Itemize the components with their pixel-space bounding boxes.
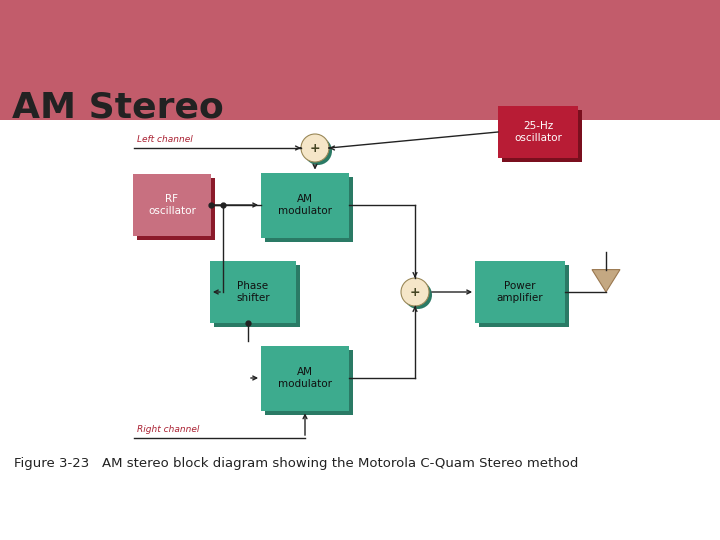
Text: +: + — [310, 141, 320, 154]
FancyBboxPatch shape — [479, 265, 569, 327]
Circle shape — [304, 137, 332, 165]
Polygon shape — [0, 0, 720, 480]
FancyBboxPatch shape — [210, 261, 296, 323]
FancyBboxPatch shape — [475, 261, 565, 323]
Polygon shape — [0, 0, 720, 453]
Text: AM Stereo: AM Stereo — [12, 91, 224, 125]
Polygon shape — [0, 437, 720, 460]
FancyBboxPatch shape — [261, 346, 349, 410]
FancyBboxPatch shape — [265, 349, 353, 415]
FancyBboxPatch shape — [137, 178, 215, 240]
Text: 25-Hz
oscillator: 25-Hz oscillator — [514, 120, 562, 144]
FancyBboxPatch shape — [261, 172, 349, 238]
Text: Phase
shifter: Phase shifter — [236, 281, 270, 303]
Text: RF
oscillator: RF oscillator — [148, 194, 196, 217]
Text: AM
modulator: AM modulator — [278, 194, 332, 217]
FancyBboxPatch shape — [502, 110, 582, 162]
Text: Right channel: Right channel — [137, 425, 199, 434]
FancyBboxPatch shape — [498, 106, 578, 158]
Text: Power
amplifier: Power amplifier — [497, 281, 544, 303]
FancyBboxPatch shape — [214, 265, 300, 327]
Text: Left channel: Left channel — [137, 135, 193, 144]
FancyBboxPatch shape — [0, 120, 720, 540]
Circle shape — [404, 281, 432, 309]
Circle shape — [301, 134, 329, 162]
FancyBboxPatch shape — [265, 177, 353, 241]
Text: AM
modulator: AM modulator — [278, 367, 332, 389]
Polygon shape — [592, 269, 620, 292]
Text: +: + — [410, 286, 420, 299]
Polygon shape — [0, 402, 580, 470]
Circle shape — [401, 278, 429, 306]
FancyBboxPatch shape — [133, 174, 211, 236]
Polygon shape — [0, 0, 720, 434]
Text: Figure 3-23   AM stereo block diagram showing the Motorola C-Quam Stereo method: Figure 3-23 AM stereo block diagram show… — [14, 457, 578, 470]
